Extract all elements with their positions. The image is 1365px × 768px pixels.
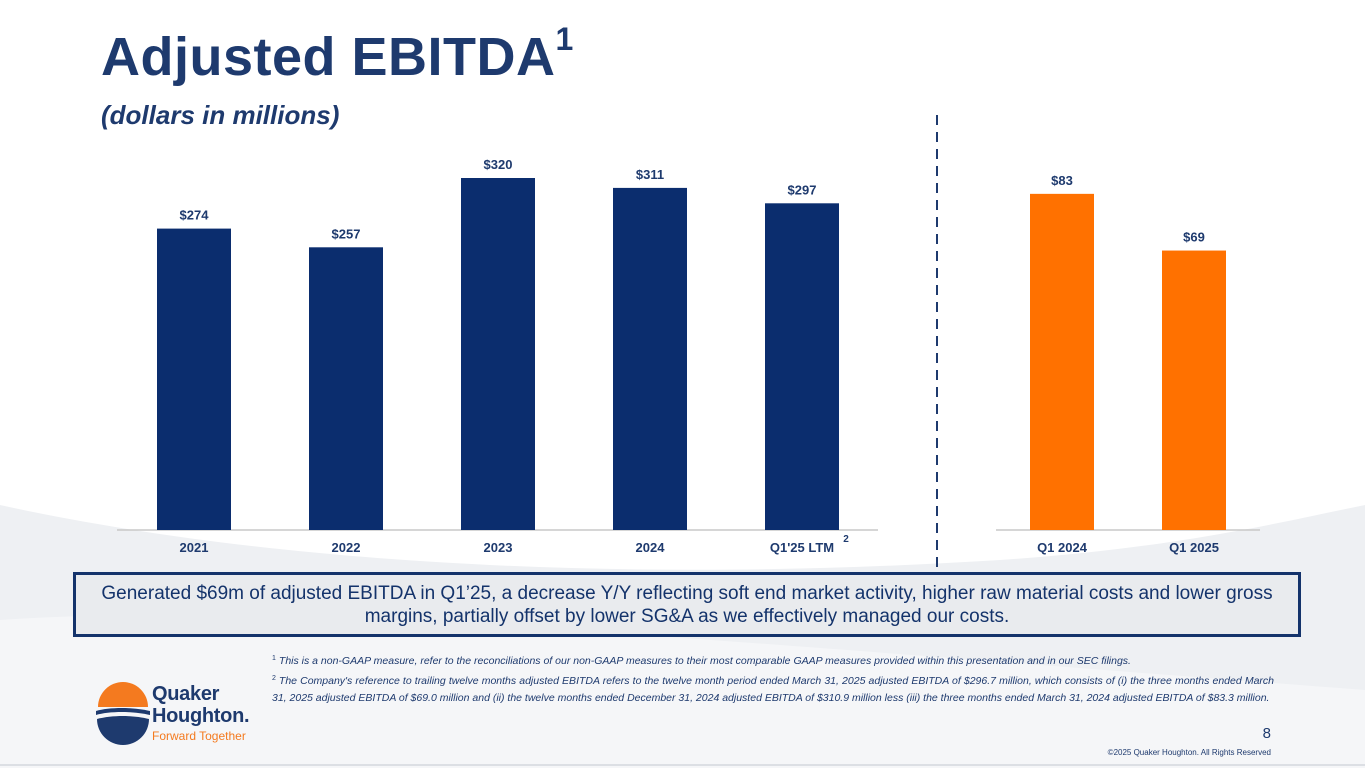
annual-category-label: 2021 [180,540,209,555]
annual-category-label: 2023 [484,540,513,555]
page-number: 8 [1262,725,1271,742]
quarterly-ebitda-chart: $83 Q1 2024 $69 Q1 2025 [996,173,1260,555]
logo-emblem-icon [96,682,150,745]
footnote-1-mark: 1 [272,655,276,662]
ebitda-bar-charts: $274 2021 $257 2022 $320 2023 $311 2024 $297 Q1'2… [117,115,1260,568]
logo-wordmark: Quaker Houghton. Forward Together [152,683,250,743]
annual-bar [461,178,535,530]
annual-bar [157,228,231,530]
annual-category-label: 2024 [636,540,666,555]
quarterly-value-label: $83 [1051,173,1073,188]
title-footnote-mark: 1 [555,21,574,57]
footnote-2-text: The Company's reference to trailing twel… [272,675,1274,704]
footnotes: 1 This is a non-GAAP measure, refer to th… [272,650,1274,707]
annual-bar [765,203,839,531]
quarterly-bar [1030,193,1094,530]
annual-value-label: $320 [484,157,513,172]
quarterly-bar [1162,250,1226,531]
annual-bar [613,187,687,530]
quarterly-category-label: Q1 2024 [1037,540,1088,555]
annual-category-label: Q1'25 LTM [770,540,834,555]
annual-category-footnote-mark: 2 [843,534,849,545]
page-title: Adjusted EBITDA1 [101,21,574,88]
logo-tagline: Forward Together [152,729,246,743]
summary-callout-box: Generated $69m of adjusted EBITDA in Q1’… [73,572,1301,637]
page-title-text: Adjusted EBITDA [101,27,556,87]
annual-bar [309,247,383,531]
annual-category-label: 2022 [332,540,361,555]
footnote-2-mark: 2 [272,675,276,682]
quarterly-category-label: Q1 2025 [1169,540,1219,555]
annual-value-label: $274 [180,208,210,223]
annual-value-label: $311 [636,167,664,182]
footnote-2: 2 The Company's reference to trailing twe… [272,670,1274,707]
quarterly-value-label: $69 [1183,230,1205,245]
page-subtitle: (dollars in millions) [101,100,340,130]
footnote-1: 1 This is a non-GAAP measure, refer to th… [272,650,1274,670]
quaker-houghton-logo [96,682,150,745]
annual-ebitda-chart: $274 2021 $257 2022 $320 2023 $311 2024 $297 Q1'2… [117,157,878,555]
logo-name-line2: Houghton. [152,705,250,727]
annual-value-label: $297 [788,182,817,197]
annual-value-label: $257 [332,226,361,241]
footnote-1-text: This is a non-GAAP measure, refer to the… [278,655,1131,667]
summary-callout-text: Generated $69m of adjusted EBITDA in Q1’… [101,582,1273,627]
logo-name-line1: Quaker [152,683,220,705]
copyright-notice: ©2025 Quaker Houghton. All Rights Reserv… [1107,748,1271,757]
